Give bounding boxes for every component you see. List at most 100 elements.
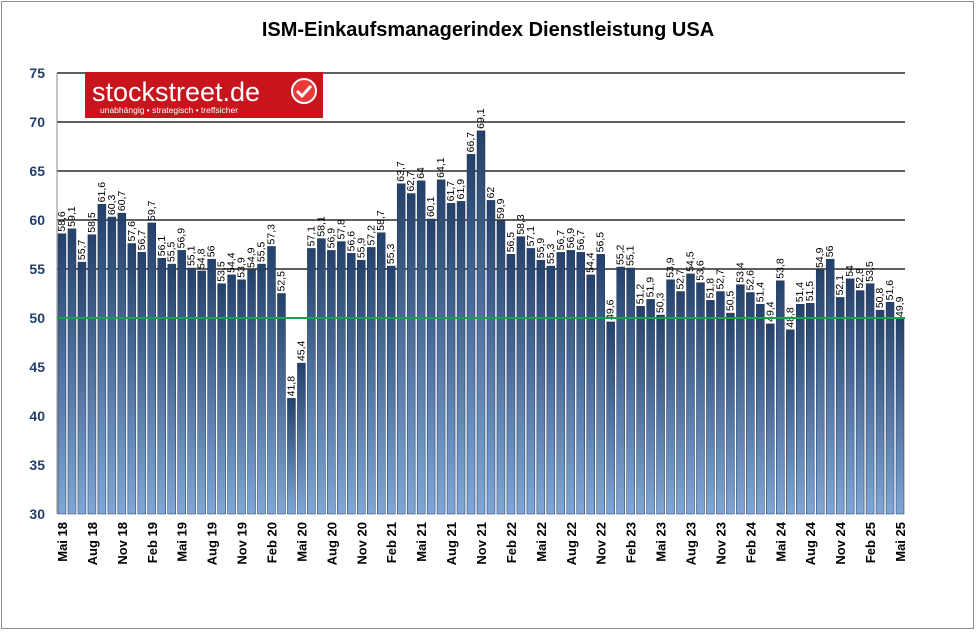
y-tick-label: 45	[29, 359, 45, 375]
data-label: 59,1	[66, 206, 78, 227]
data-label: 53,8	[774, 258, 786, 279]
bar	[865, 283, 875, 515]
logo-background	[85, 72, 323, 118]
data-label: 61,6	[96, 182, 108, 203]
bar	[406, 193, 416, 515]
data-label: 66,7	[465, 132, 477, 153]
data-label: 57,8	[335, 219, 347, 240]
data-label: 52,7	[714, 269, 726, 290]
data-label: 49,9	[894, 296, 906, 317]
x-tick-label: Mai 20	[294, 522, 309, 562]
y-axis-ticks: 30 35 40 45 50 55 60 65 70 75	[29, 65, 45, 522]
bar	[117, 212, 127, 515]
data-label: 54,9	[814, 247, 826, 268]
bar	[386, 265, 396, 515]
y-tick-label: 50	[29, 310, 45, 326]
x-tick-label: Feb 25	[863, 522, 878, 563]
data-label: 56,7	[555, 230, 567, 251]
x-tick-label: Feb 19	[145, 522, 160, 563]
bar	[805, 303, 815, 515]
x-tick-label: Nov 21	[474, 522, 489, 565]
bar	[476, 130, 486, 515]
data-label: 55,5	[166, 242, 178, 263]
data-label: 56,9	[325, 228, 337, 249]
bar	[157, 257, 166, 515]
bar	[187, 267, 196, 515]
y-tick-label: 70	[29, 114, 45, 130]
bar	[426, 218, 436, 515]
data-label: 58,1	[315, 216, 327, 237]
data-label: 54,8	[196, 248, 208, 269]
data-label: 64,1	[435, 157, 447, 178]
bar	[496, 220, 506, 515]
bar	[446, 203, 456, 515]
check-mark	[295, 84, 313, 99]
data-label: 56	[824, 245, 836, 257]
data-label: 62	[485, 187, 497, 199]
bar	[656, 314, 665, 515]
logo-name: stockstreet.de	[92, 77, 260, 107]
data-labels: 58,659,155,758,561,660,360,757,656,759,7…	[56, 108, 906, 396]
bar	[825, 258, 835, 515]
data-label: 56,9	[565, 228, 577, 249]
data-label: 55,9	[355, 238, 367, 259]
bar	[327, 250, 336, 515]
data-label: 56,6	[345, 231, 357, 252]
data-label: 58,3	[515, 214, 527, 235]
data-label: 53,4	[734, 262, 746, 283]
bar	[786, 329, 795, 515]
bar	[636, 305, 645, 515]
x-tick-label: Mai 19	[175, 522, 190, 562]
data-label: 55,2	[615, 244, 627, 265]
bar	[546, 265, 556, 515]
data-label: 57,6	[126, 221, 138, 242]
data-label: 60,3	[106, 194, 118, 215]
bar	[307, 248, 316, 515]
data-label: 55,3	[545, 243, 557, 264]
data-label: 63,7	[395, 161, 407, 182]
y-tick-label: 60	[29, 212, 45, 228]
data-label: 55,5	[256, 242, 268, 263]
x-tick-label: Nov 20	[354, 522, 369, 565]
data-label: 51,8	[704, 278, 716, 299]
data-label: 62,7	[405, 171, 417, 192]
data-label: 45,4	[295, 340, 307, 361]
x-axis-ticks: Mai 18 Aug 18 Nov 18 Feb 19 Mai 19 Aug 19 Nov …	[55, 521, 908, 565]
y-tick-label: 75	[29, 65, 45, 81]
bar	[127, 243, 137, 515]
logo-tagline: unabhängig • strategisch • treffsicher	[100, 105, 238, 115]
bar	[895, 318, 905, 515]
data-label: 58,5	[86, 212, 98, 233]
data-label: 52,5	[275, 271, 287, 292]
data-label: 55,1	[625, 245, 637, 266]
data-label: 58,7	[375, 210, 387, 231]
data-label: 56,1	[156, 236, 168, 257]
y-tick-label: 35	[29, 457, 45, 473]
data-label: 41,8	[285, 376, 297, 397]
bar	[376, 232, 386, 515]
chart-title: ISM-Einkaufsmanagerindex Dienstleistung …	[262, 19, 714, 41]
bar	[706, 300, 715, 515]
data-label: 56,9	[176, 228, 188, 249]
bar	[167, 263, 176, 515]
data-label: 54,4	[585, 252, 597, 273]
x-tick-label: Feb 24	[743, 521, 758, 563]
x-tick-label: Feb 22	[504, 522, 519, 563]
bar	[686, 273, 695, 515]
bar	[227, 274, 236, 515]
bar	[576, 252, 586, 515]
bar	[646, 299, 655, 515]
bar	[466, 154, 476, 515]
data-label: 49,6	[605, 299, 617, 320]
data-label: 56	[206, 245, 218, 257]
x-tick-label: Aug 23	[684, 522, 699, 565]
bar	[835, 297, 845, 515]
data-label: 53,9	[236, 257, 248, 278]
data-label: 49,4	[764, 301, 776, 322]
y-tick-label: 30	[29, 506, 45, 522]
data-label: 61,7	[445, 181, 457, 202]
bar	[666, 279, 675, 515]
bar	[267, 246, 276, 515]
